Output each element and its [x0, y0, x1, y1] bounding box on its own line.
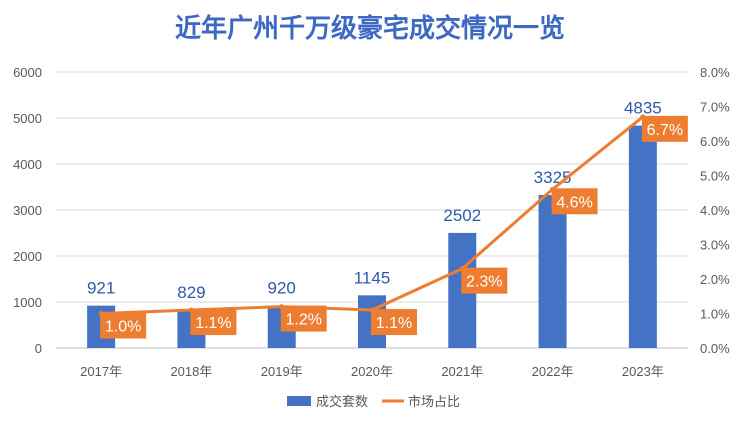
chart-title: 近年广州千万级豪宅成交情况一览	[175, 13, 565, 44]
line-label-box	[641, 115, 688, 142]
x-axis: 2017年 2018年 2019年 2020年 2021年 2022年 2023年	[80, 364, 664, 379]
x-tick-label: 2020年	[351, 364, 393, 379]
x-tick-label: 2023年	[622, 364, 664, 379]
line-label-box	[100, 312, 147, 339]
x-tick-label: 2019年	[261, 364, 303, 379]
line-value-label: 1.0%	[100, 312, 147, 339]
bar	[538, 195, 567, 348]
line-label-box	[461, 267, 508, 294]
left-axis: 0 1000 2000 3000 4000 5000 6000	[13, 65, 42, 356]
line-value-label: 1.1%	[190, 309, 237, 336]
bar-value-label: 829	[177, 283, 205, 302]
bar-value-label: 1145	[354, 268, 391, 287]
right-tick-label: 0.0%	[700, 341, 730, 356]
legend-bar-swatch	[287, 396, 311, 406]
left-tick-label: 0	[35, 341, 42, 356]
line-value-label: 1.2%	[280, 305, 327, 332]
line-value-label: 4.6%	[551, 188, 598, 215]
right-tick-label: 4.0%	[700, 203, 730, 218]
x-tick-label: 2018年	[170, 364, 212, 379]
right-axis: 0.0% 1.0% 2.0% 3.0% 4.0% 5.0% 6.0% 7.0% 8.0%	[700, 65, 730, 356]
bar-value-label: 920	[268, 279, 296, 298]
legend-line-label: 市场占比	[408, 394, 460, 409]
bar	[628, 125, 657, 348]
line-value-label: 1.1%	[371, 309, 417, 336]
right-tick-label: 1.0%	[700, 307, 730, 322]
line-label-box	[280, 305, 327, 332]
bar-value-label: 921	[87, 279, 115, 298]
right-tick-label: 7.0%	[700, 100, 730, 115]
right-tick-label: 5.0%	[700, 169, 730, 184]
left-tick-label: 3000	[13, 203, 42, 218]
left-tick-label: 4000	[13, 157, 42, 172]
x-tick-label: 2022年	[532, 364, 574, 379]
legend: 成交套数 市场占比	[287, 394, 460, 409]
line-label-text: 6.7%	[647, 122, 683, 139]
bar-value-label: 4835	[624, 99, 662, 118]
line-label-text: 2.3%	[466, 274, 502, 291]
x-tick-label: 2017年	[80, 364, 122, 379]
right-tick-label: 8.0%	[700, 65, 730, 80]
line-label-box	[190, 309, 237, 336]
left-tick-label: 2000	[13, 249, 42, 264]
line-label-text: 4.6%	[556, 194, 592, 211]
line-labels: 1.0% 1.1% 1.2% 1.1% 2.3% 4.6% 6.7%	[100, 115, 688, 339]
right-tick-label: 2.0%	[700, 272, 730, 287]
line-value-label: 6.7%	[641, 115, 688, 142]
right-tick-label: 6.0%	[700, 134, 730, 149]
x-tick-label: 2021年	[441, 364, 483, 379]
line-value-label: 2.3%	[461, 267, 508, 294]
bar-value-label: 2502	[443, 206, 481, 225]
left-tick-label: 6000	[13, 65, 42, 80]
line-label-text: 1.0%	[105, 319, 141, 336]
right-tick-label: 3.0%	[700, 238, 730, 253]
left-tick-label: 1000	[13, 295, 42, 310]
line-label-text: 1.1%	[376, 315, 412, 332]
line-label-text: 1.2%	[285, 312, 321, 329]
left-tick-label: 5000	[13, 111, 42, 126]
legend-bar-label: 成交套数	[316, 394, 368, 409]
gridlines	[56, 71, 688, 349]
line-label-box	[551, 188, 598, 215]
line-label-text: 1.1%	[195, 315, 231, 332]
line-label-box	[371, 309, 417, 336]
